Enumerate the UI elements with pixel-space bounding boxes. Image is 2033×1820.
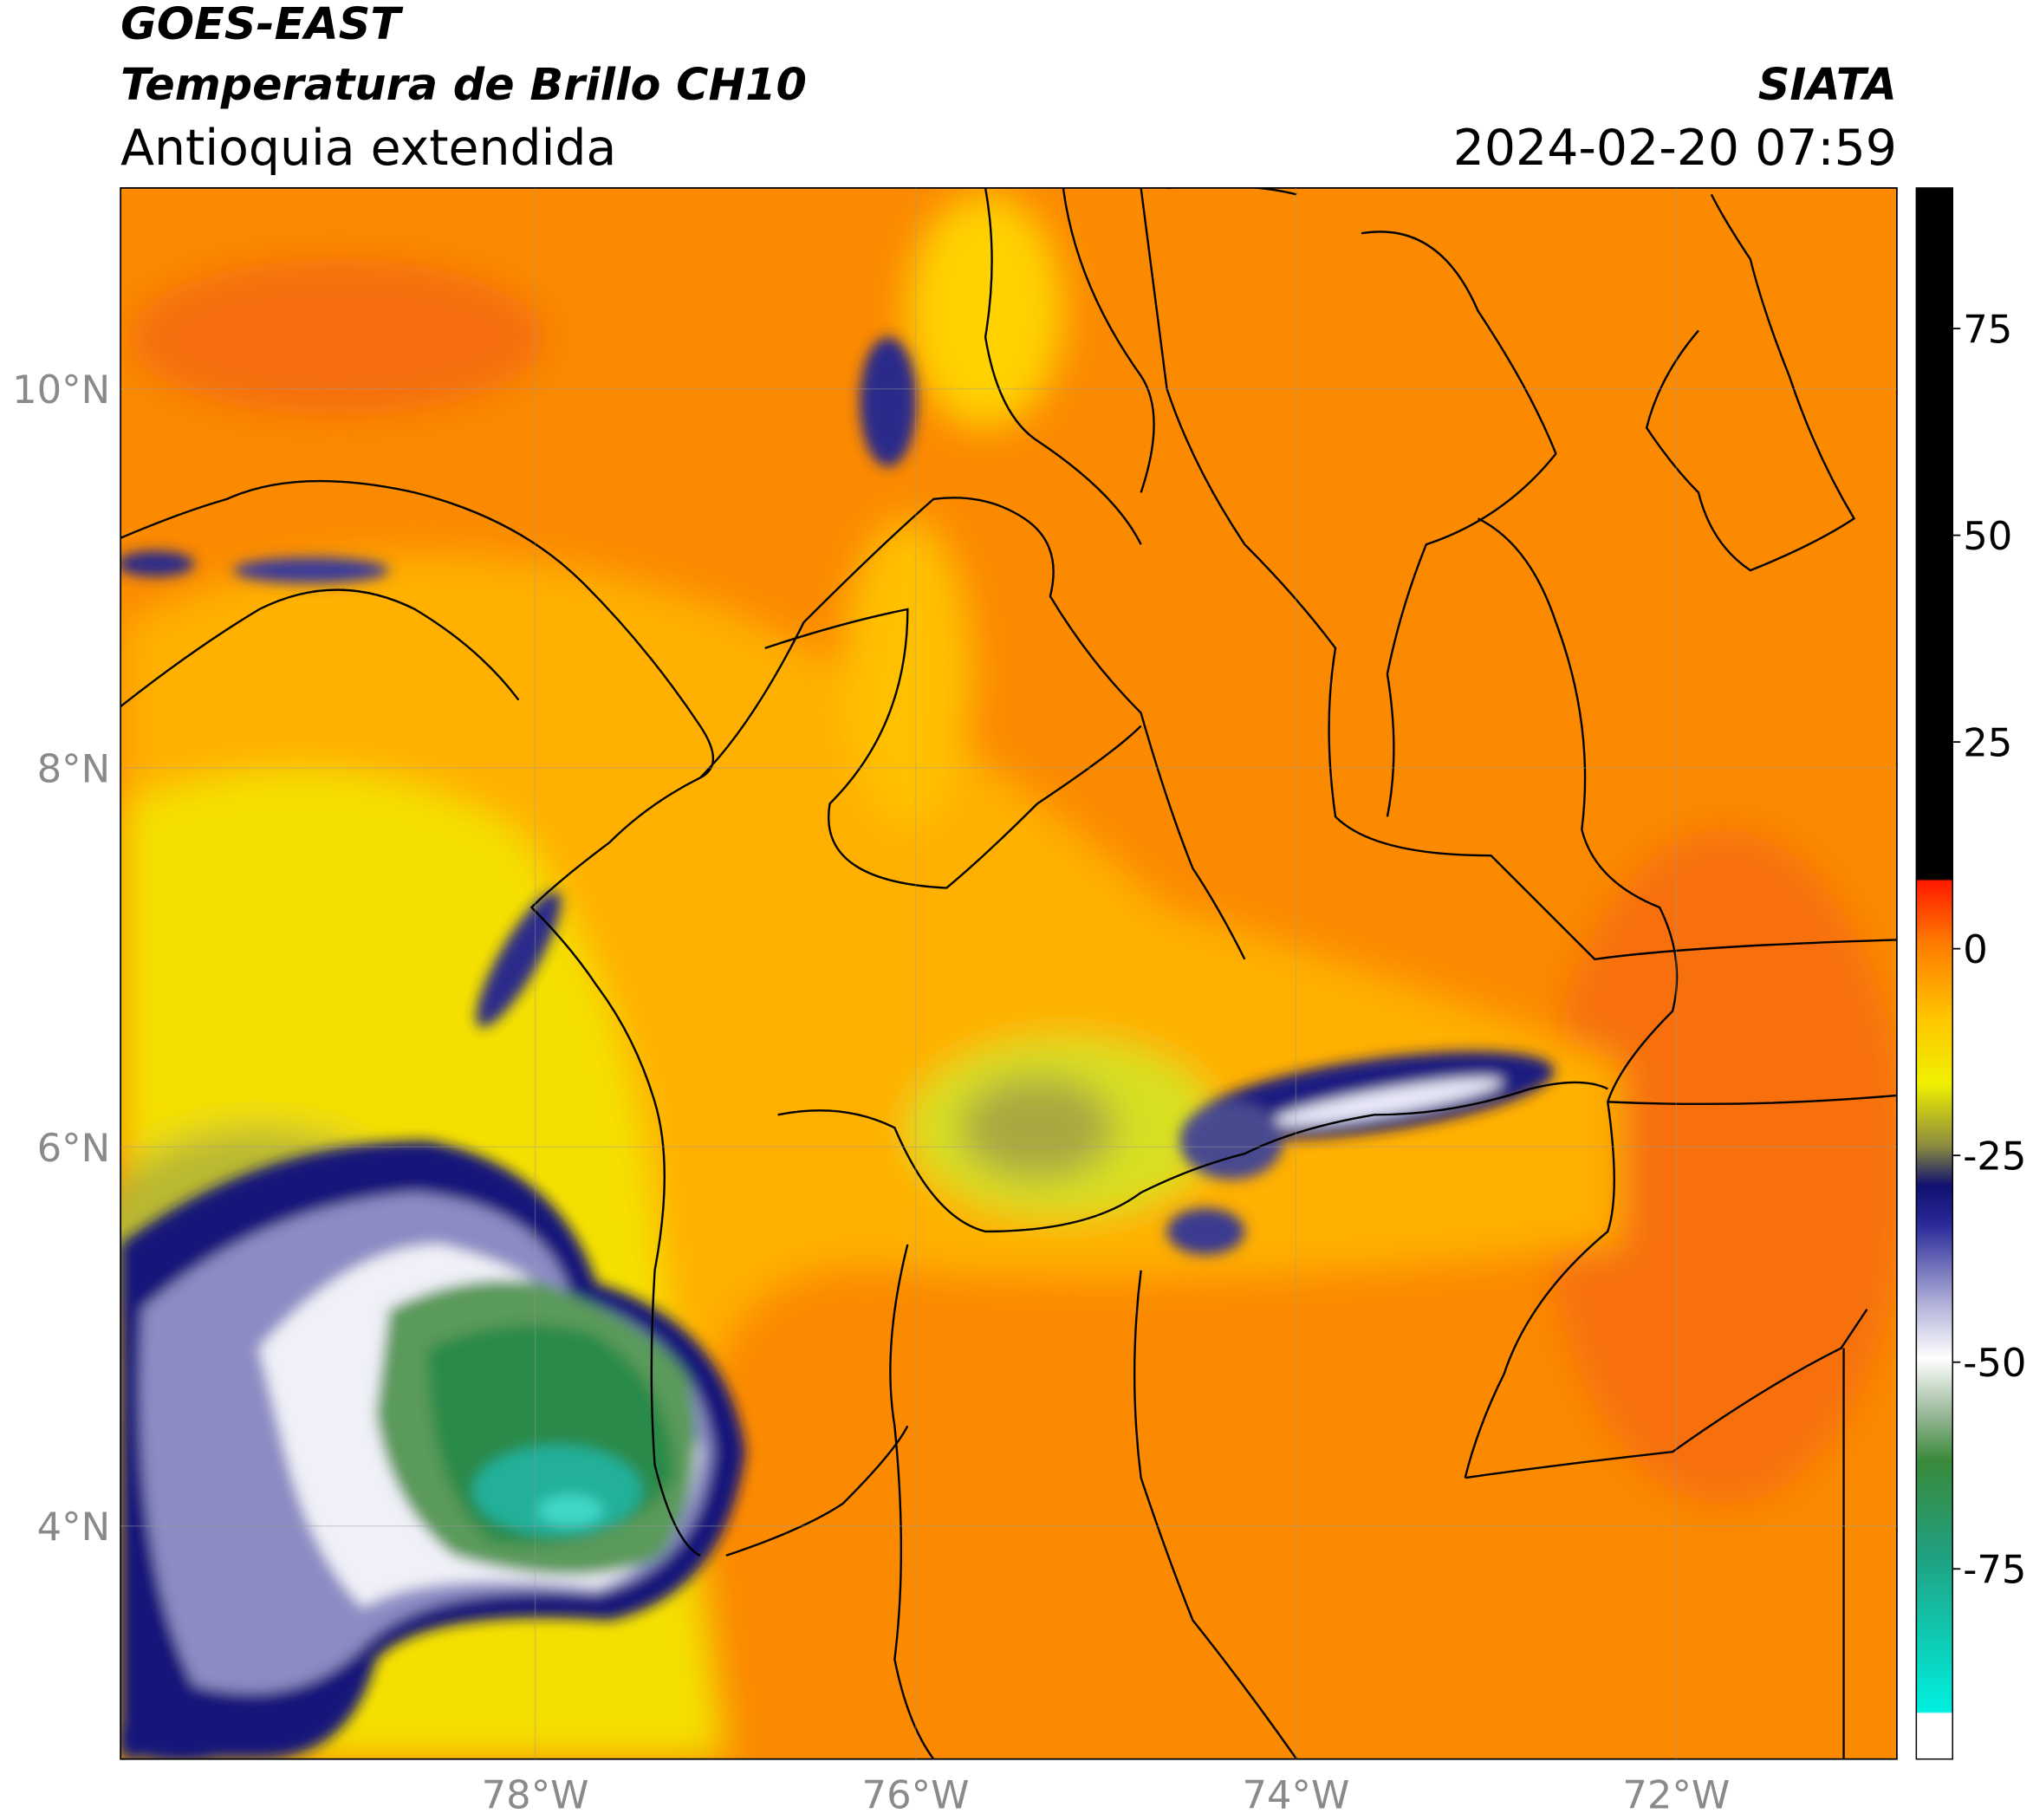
colorbar xyxy=(1915,187,1953,1760)
y-tick-label: 4°N xyxy=(37,1504,111,1550)
map-frame xyxy=(120,186,1898,1760)
colorbar-tick-label: -50 xyxy=(1963,1340,2026,1386)
boundaries xyxy=(120,187,1897,1759)
colorbar-tick-label: -25 xyxy=(1963,1134,2026,1180)
x-tick-label: 78°W xyxy=(482,1772,589,1818)
colorbar-tick-label: 50 xyxy=(1963,513,2012,559)
x-tick-label: 72°W xyxy=(1622,1772,1730,1818)
colorbar-tick-label: 75 xyxy=(1963,307,2012,353)
colorbar-tick-label: 0 xyxy=(1963,926,1988,972)
x-tick-label: 74°W xyxy=(1242,1772,1349,1818)
x-tick-label: 76°W xyxy=(862,1772,970,1818)
region: Antioquia extendida xyxy=(120,120,616,177)
datetime: 2024-02-20 07:59 xyxy=(1453,120,1897,177)
colorbar-tick-label: 25 xyxy=(1963,720,2012,766)
source: SIATA xyxy=(1758,59,1897,110)
y-tick-label: 8°N xyxy=(37,745,111,791)
satellite-field xyxy=(120,187,1897,1759)
colorbar-tick-label: -75 xyxy=(1963,1547,2026,1593)
title: GOES-EAST xyxy=(120,0,404,49)
y-tick-label: 10°N xyxy=(12,367,110,413)
subtitle: Temperatura de Brillo CH10 xyxy=(120,59,807,110)
y-tick-label: 6°N xyxy=(37,1125,111,1171)
